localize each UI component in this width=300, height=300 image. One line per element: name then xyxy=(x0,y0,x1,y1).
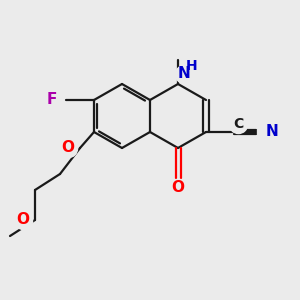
Text: H: H xyxy=(186,59,198,73)
Text: F: F xyxy=(47,92,57,107)
Text: C: C xyxy=(233,117,243,131)
Text: O: O xyxy=(172,181,184,196)
Text: N: N xyxy=(266,124,278,140)
Text: O: O xyxy=(16,212,29,227)
Text: O: O xyxy=(61,140,74,155)
Text: N: N xyxy=(178,67,190,82)
